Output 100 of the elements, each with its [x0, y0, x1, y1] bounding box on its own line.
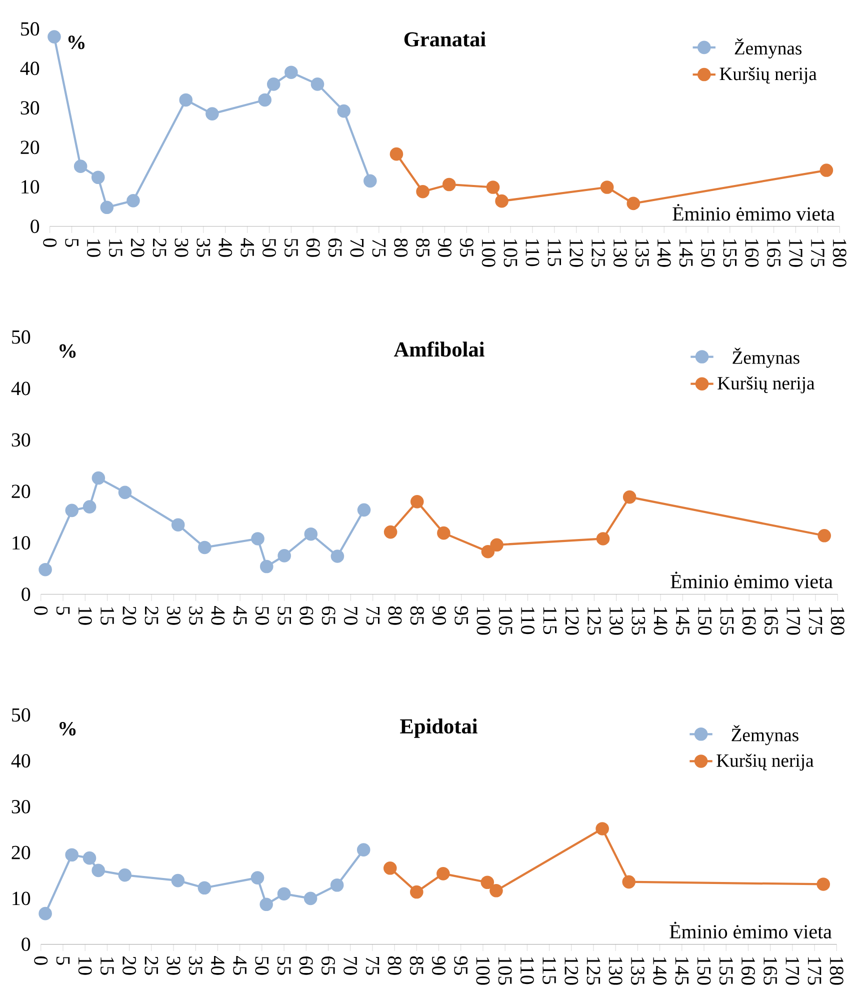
x-tick-label: 90 [432, 956, 446, 975]
point [251, 871, 264, 884]
x-tick-label: 25 [144, 956, 158, 975]
x-tick-label: 130 [614, 239, 628, 267]
x-tick-label: 170 [789, 239, 803, 267]
point [179, 93, 193, 107]
x-tick-label: 165 [767, 239, 781, 267]
point [284, 66, 298, 79]
point [118, 868, 132, 882]
x-tick-label: 155 [720, 957, 734, 985]
point [92, 864, 106, 878]
x-tick-label: 180 [831, 607, 845, 635]
point [198, 540, 212, 554]
x-tick-label: 80 [388, 606, 402, 625]
legend-label: Žemynas [735, 38, 802, 58]
y-tick-label: 0 [22, 588, 30, 602]
x-tick-label: 65 [322, 956, 336, 975]
point [126, 194, 140, 208]
point [436, 867, 450, 880]
x-tick-label: 45 [233, 956, 247, 975]
point [251, 532, 265, 546]
x-tick-label: 160 [742, 607, 756, 635]
x-tick-label: 175 [809, 607, 822, 635]
point [304, 527, 318, 541]
x-tick-label: 90 [438, 238, 452, 257]
point [490, 538, 504, 552]
y-tick-label: 10 [12, 536, 30, 550]
x-tick-label: 55 [278, 606, 292, 625]
x-tick-label: 130 [609, 957, 623, 985]
point [486, 180, 500, 194]
point [437, 526, 451, 540]
x-tick-label: 10 [78, 957, 92, 975]
point [818, 528, 832, 542]
x-tick-label: 45 [234, 606, 247, 625]
y-tick-label: 30 [12, 433, 30, 447]
x-tick-label: 145 [676, 607, 690, 635]
point [48, 30, 62, 44]
point [495, 194, 509, 208]
x-tick-label: 165 [764, 607, 778, 635]
x-tick-label: 5 [56, 606, 70, 615]
point [482, 544, 495, 558]
point [410, 885, 424, 899]
x-tick-label: 110 [521, 607, 535, 634]
x-tick-label: 165 [764, 957, 778, 985]
point [206, 107, 220, 120]
x-tick-label: 55 [284, 238, 298, 257]
point [384, 525, 398, 539]
x-tick-label: 105 [498, 957, 512, 985]
legend-label: Žemynas [732, 725, 799, 746]
x-tick-label: 120 [564, 957, 578, 985]
x-tick-label: 75 [372, 239, 386, 257]
x-tick-label: 70 [344, 606, 358, 625]
x-tick-label: 95 [454, 606, 468, 625]
x-tick-label: 125 [592, 239, 606, 267]
x-tick-label: 80 [394, 238, 408, 257]
point [100, 200, 114, 214]
x-tick-label: 130 [610, 607, 624, 635]
point [357, 843, 370, 856]
point [278, 887, 291, 900]
point [198, 881, 212, 895]
point [83, 851, 96, 865]
x-tick-label: 110 [520, 957, 534, 984]
x-tick-label: 80 [388, 956, 402, 975]
point [65, 504, 79, 518]
x-tick-label: 85 [416, 238, 430, 257]
point [337, 104, 351, 118]
y-tick-label: 10 [22, 180, 40, 194]
y-axis-title: % [60, 722, 76, 736]
point [480, 876, 494, 890]
x-tick-label: 180 [833, 239, 847, 267]
point [390, 147, 404, 161]
point [172, 874, 185, 888]
x-tick-label: 100 [476, 957, 490, 985]
x-axis-title: Ėminio ėmimo vieta [672, 204, 835, 221]
point [330, 878, 344, 892]
x-tick-label: 150 [698, 957, 711, 985]
x-tick-label: 35 [189, 606, 203, 625]
x-tick-label: 120 [570, 239, 584, 267]
x-tick-label: 50 [256, 606, 270, 625]
x-tick-label: 55 [278, 956, 291, 975]
x-tick-label: 115 [548, 239, 562, 266]
point [83, 500, 96, 514]
x-tick-label: 105 [504, 239, 518, 267]
y-axis-title: % [60, 344, 76, 358]
x-tick-label: 135 [636, 239, 650, 267]
x-tick-label: 20 [122, 606, 136, 625]
x-tick-label: 0 [34, 606, 48, 615]
point [416, 184, 430, 198]
point [820, 164, 834, 177]
chart-title: Epidotai [400, 718, 478, 738]
point [364, 174, 378, 188]
x-tick-label: 135 [631, 957, 645, 985]
x-tick-label: 170 [786, 957, 800, 985]
legend-label: Kuršių nerija [720, 67, 817, 84]
x-tick-label: 120 [566, 607, 580, 635]
x-tick-label: 30 [174, 238, 188, 257]
x-tick-label: 70 [344, 956, 358, 975]
x-tick-label: 175 [808, 957, 822, 985]
point [304, 892, 318, 906]
y-tick-label: 50 [12, 708, 30, 722]
